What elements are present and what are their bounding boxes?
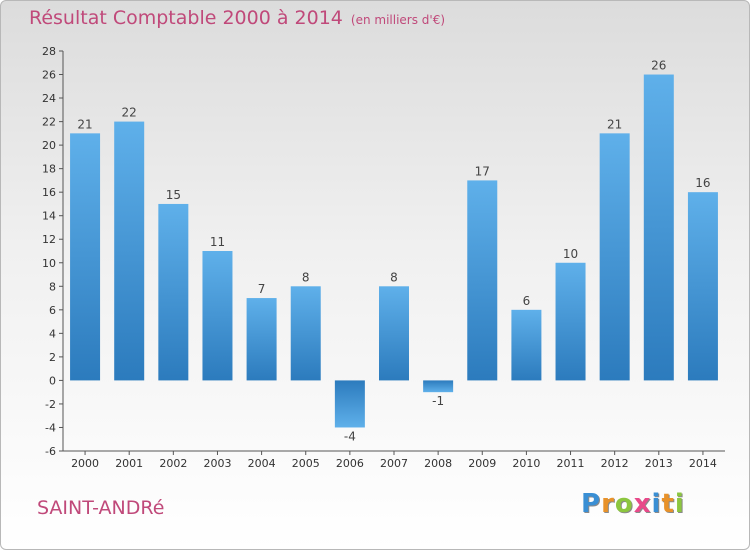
- x-tick-label: 2004: [248, 457, 276, 470]
- chart-unit: (en milliers d'€): [350, 13, 446, 27]
- bar-2004: [246, 298, 277, 381]
- data-label-2014: 16: [695, 176, 710, 190]
- data-labels: 21 22 15 11 7 8 -4 8 -1 17 6 10 21 26 16: [77, 59, 710, 444]
- chart-title-block: Résultat Comptable 2000 à 2014 (en millie…: [29, 7, 445, 29]
- bar-2003: [202, 251, 233, 381]
- y-tick-label: 10: [42, 257, 56, 270]
- y-tick-label: 4: [49, 327, 56, 340]
- y-tick-label: 26: [42, 69, 56, 82]
- bar-2006: [334, 380, 365, 428]
- data-label-2001: 22: [122, 106, 137, 120]
- bar-2010: [511, 309, 542, 381]
- bar-2005: [290, 286, 321, 381]
- y-tick-label: -4: [45, 421, 56, 434]
- data-label-2000: 21: [77, 117, 92, 131]
- bar-2001: [114, 121, 145, 381]
- y-tick-label: -2: [45, 398, 56, 411]
- bar-2000: [70, 133, 101, 381]
- y-tick-label: 14: [42, 210, 56, 223]
- bars: [70, 74, 718, 428]
- x-tick-label: 2011: [557, 457, 585, 470]
- bar-2007: [379, 286, 409, 381]
- x-tick-label: 2010: [512, 457, 540, 470]
- bar-2011: [555, 262, 586, 381]
- chart-title: Résultat Comptable 2000 à 2014: [29, 7, 343, 29]
- x-tick-label: 2005: [292, 457, 320, 470]
- data-label-2009: 17: [475, 164, 490, 178]
- bar-2014: [687, 192, 718, 381]
- data-label-2002: 15: [166, 188, 181, 202]
- proxiti-logo: Proxiti: [581, 489, 685, 519]
- bar-2012: [599, 133, 630, 381]
- data-label-2004: 7: [258, 282, 266, 296]
- bar-2013: [643, 74, 674, 381]
- bar-2009: [467, 180, 498, 381]
- data-label-2006: -4: [344, 429, 356, 443]
- x-tick-label: 2008: [424, 457, 452, 470]
- y-tick-label: -6: [45, 445, 56, 458]
- x-tick-label: 2000: [71, 457, 99, 470]
- commune-name: SAINT-ANDRé: [37, 497, 165, 519]
- data-label-2010: 6: [523, 294, 531, 308]
- x-tick-label: 2014: [689, 457, 717, 470]
- y-tick-label: 0: [49, 374, 56, 387]
- y-tick-label: 20: [42, 139, 56, 152]
- data-label-2008: -1: [432, 394, 444, 408]
- bar-2002: [158, 203, 189, 381]
- data-label-2013: 26: [651, 59, 666, 73]
- y-tick-label: 24: [42, 92, 56, 105]
- x-tick-label: 2002: [159, 457, 187, 470]
- data-label-2005: 8: [302, 270, 310, 284]
- y-tick-label: 28: [42, 45, 56, 58]
- x-tick-label: 2009: [468, 457, 496, 470]
- y-tick-label: 18: [42, 163, 56, 176]
- x-tick-label: 2006: [336, 457, 364, 470]
- data-label-2011: 10: [563, 247, 578, 261]
- data-label-2003: 11: [210, 235, 225, 249]
- y-tick-label: 8: [49, 280, 56, 293]
- y-tick-label: 22: [42, 116, 56, 129]
- data-label-2007: 8: [390, 270, 398, 284]
- bar-2008: [423, 380, 454, 393]
- data-label-2012: 21: [607, 117, 622, 131]
- y-tick-label: 12: [42, 233, 56, 246]
- y-tick-label: 6: [49, 304, 56, 317]
- x-tick-label: 2007: [380, 457, 408, 470]
- y-tick-label: 2: [49, 351, 56, 364]
- x-tick-label: 2013: [645, 457, 673, 470]
- x-tick-label: 2012: [601, 457, 629, 470]
- x-tick-label: 2003: [203, 457, 231, 470]
- y-tick-label: 16: [42, 186, 56, 199]
- x-tick-label: 2001: [115, 457, 143, 470]
